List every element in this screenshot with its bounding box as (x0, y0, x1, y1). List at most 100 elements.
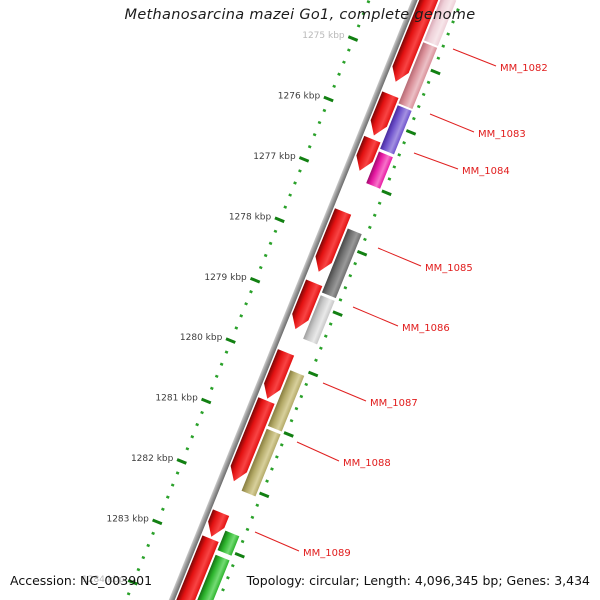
scale-tick-major (234, 552, 245, 559)
scale-tick-minor (436, 56, 441, 60)
scale-tick-minor (239, 314, 244, 318)
gene-arrow-MM_1087[interactable] (259, 349, 295, 402)
gene-bar-MM_1086[interactable] (303, 295, 335, 345)
scale-tick-minor (230, 563, 235, 568)
scale-tick-minor (274, 455, 279, 459)
scale-label-1284: 1284 kbp (82, 575, 125, 585)
gene-bar-MM_1082[interactable] (398, 42, 438, 109)
scale-tick-minor (367, 225, 372, 230)
gene-label-MM_1084[interactable]: MM_1084 (462, 166, 510, 177)
gene-connector-MM_1083 (429, 113, 475, 133)
scale-label-1276: 1276 kbp (278, 92, 321, 102)
scale-tick-minor (288, 193, 292, 197)
scale-tick-minor (416, 104, 421, 109)
scale-tick-major (152, 518, 163, 526)
scale-tick-major (283, 431, 294, 438)
scale-tick-minor (126, 592, 131, 596)
gene-arrow-MM_1083[interactable] (366, 91, 399, 138)
scale-tick-minor (456, 8, 460, 12)
scale-tick-minor (298, 169, 302, 173)
scale-tick-minor (263, 253, 268, 258)
scale-label-1283: 1283 kbp (106, 514, 149, 524)
gene-connector-MM_1089 (254, 531, 300, 552)
scale-tick-major (249, 276, 261, 284)
scale-tick-minor (353, 261, 358, 266)
gene-label-MM_1088[interactable]: MM_1088 (343, 458, 391, 469)
gene-bar-unlabeled[interactable] (184, 554, 230, 600)
scale-label-1278: 1278 kbp (229, 212, 272, 222)
scale-tick-minor (342, 60, 346, 64)
gene-arrow-MM_1086[interactable] (287, 279, 323, 333)
scale-tick-minor (317, 120, 322, 125)
scale-tick-minor (363, 237, 367, 242)
gene-arrow-MM_1088[interactable] (226, 397, 275, 484)
gene-connector-MM_1088 (296, 441, 340, 462)
gene-bar-unlabeled[interactable] (424, 0, 457, 46)
gene-connector-MM_1084 (413, 152, 459, 170)
scale-tick-minor (185, 447, 190, 451)
scale-tick-minor (200, 410, 204, 415)
scale-tick-minor (387, 177, 392, 181)
scale-tick-minor (377, 201, 382, 205)
page-title: Methanosarcina mazei Go1, complete genom… (124, 7, 476, 23)
gene-connector-MM_1086 (352, 306, 399, 327)
scale-tick-major (258, 491, 270, 499)
scale-tick-minor (209, 386, 214, 391)
gene-bar-MM_1084[interactable] (366, 151, 393, 189)
gene-bar-MM_1088[interactable] (241, 428, 281, 497)
gene-arrow-MM_1085[interactable] (311, 208, 352, 275)
gene-bar-MM_1083[interactable] (380, 105, 412, 155)
gene-label-MM_1089[interactable]: MM_1089 (303, 548, 351, 559)
scale-tick-minor (221, 588, 225, 592)
gene-label-MM_1085[interactable]: MM_1085 (425, 263, 473, 274)
scale-tick-minor (421, 92, 426, 97)
gene-label-MM_1082[interactable]: MM_1082 (500, 63, 548, 74)
scale-tick-minor (343, 286, 348, 290)
scale-label-1282: 1282 kbp (131, 454, 174, 464)
gene-label-MM_1087[interactable]: MM_1087 (370, 398, 418, 409)
scale-tick-major (127, 579, 138, 586)
gene-arrow-MM_1084[interactable] (352, 135, 381, 174)
scale-tick-minor (372, 213, 377, 218)
scale-tick-minor (323, 334, 328, 338)
scale-tick-minor (255, 503, 260, 507)
scale-tick-minor (299, 394, 304, 399)
genome-backbone (140, 0, 433, 600)
scale-tick-major (332, 310, 343, 317)
gene-label-MM_1086[interactable]: MM_1086 (402, 323, 450, 334)
scale-tick-minor (270, 467, 274, 471)
scale-label-1279: 1279 kbp (204, 273, 247, 283)
scale-label-1281: 1281 kbp (155, 394, 198, 404)
scale-tick-major (176, 458, 187, 465)
scale-tick-minor (356, 24, 361, 28)
gene-arrow-MM_1089[interactable] (203, 509, 230, 540)
gene-bar-MM_1087[interactable] (267, 370, 305, 432)
scale-tick-minor (328, 322, 333, 326)
scale-tick-major (323, 95, 334, 103)
track-group (126, 0, 460, 600)
scale-tick-minor (195, 422, 200, 427)
gene-arrow-unlabeled[interactable] (169, 535, 219, 600)
scale-tick-minor (322, 108, 327, 113)
status-accession: Accession: NC_003901 (10, 573, 153, 588)
scale-tick-minor (314, 358, 318, 362)
scale-tick-minor (337, 72, 341, 76)
scale-tick-minor (226, 576, 230, 580)
scale-tick-minor (451, 20, 455, 24)
scale-tick-minor (244, 302, 248, 306)
scale-tick-minor (136, 567, 141, 572)
scale-tick-major (381, 189, 392, 197)
scale-tick-minor (175, 471, 180, 475)
scale-tick-minor (214, 374, 219, 379)
gene-arrow-MM_1082[interactable] (388, 0, 442, 85)
scale-tick-minor (249, 290, 253, 294)
scale-tick-major (307, 370, 319, 378)
gene-label-MM_1083[interactable]: MM_1083 (478, 129, 526, 140)
status-topology: Topology: circular; Length: 4,096,345 bp… (246, 573, 590, 588)
scale-tick-major (274, 216, 285, 224)
scale-tick-minor (294, 406, 299, 411)
gene-bar-MM_1085[interactable] (321, 228, 362, 299)
scale-tick-minor (219, 362, 224, 366)
gene-bar-MM_1089[interactable] (217, 530, 240, 556)
scale-tick-minor (402, 141, 406, 145)
